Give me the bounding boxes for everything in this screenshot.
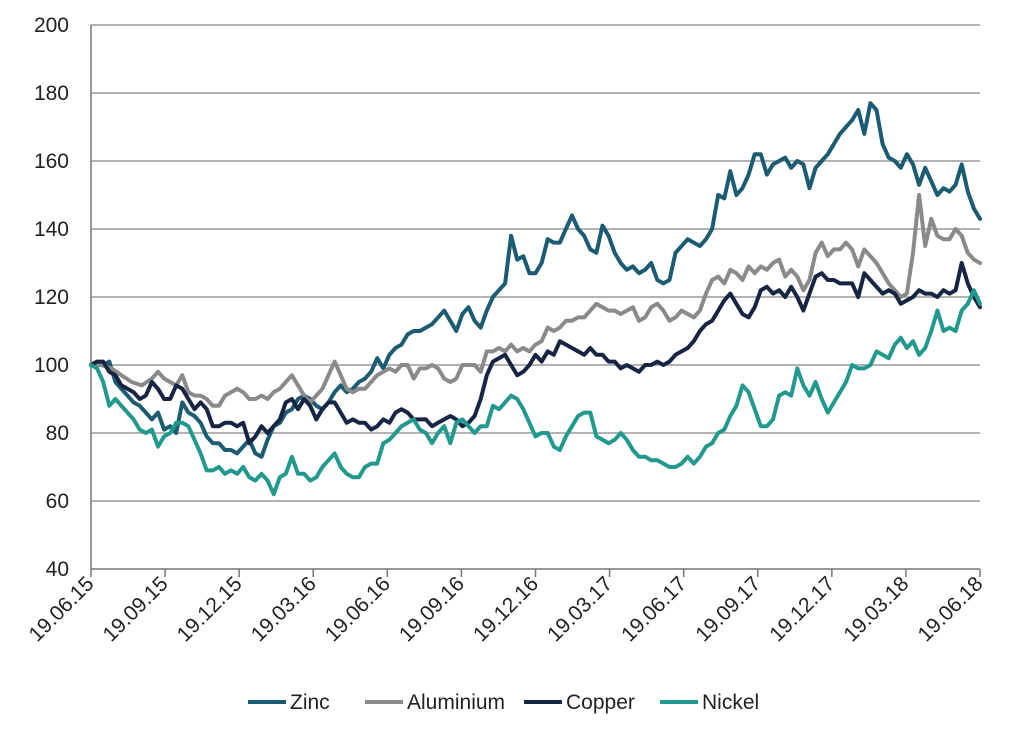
x-tick-label: 19.09.16 (395, 572, 469, 646)
legend-label-nickel: Nickel (702, 691, 759, 714)
series-line-aluminium (89, 193, 982, 408)
y-tick-label: 160 (34, 150, 69, 173)
x-tick-label: 19.12.17 (765, 572, 839, 646)
y-tick-label: 140 (34, 218, 69, 241)
y-tick-label: 100 (34, 354, 69, 377)
legend-label-aluminium: Aluminium (407, 691, 505, 714)
y-tick-label: 60 (46, 490, 69, 513)
x-tick-label: 19.12.15 (173, 572, 247, 646)
x-tick-label: 19.09.15 (99, 572, 173, 646)
series-lines (89, 101, 982, 497)
x-tick-label: 19.06.17 (617, 572, 691, 646)
y-tick-label: 40 (46, 558, 69, 581)
y-tick-label: 180 (34, 82, 69, 105)
series-line-zinc (89, 101, 982, 459)
gridlines (91, 24, 980, 502)
x-tick-label: 19.12.16 (469, 572, 543, 646)
x-tick-label: 19.03.18 (839, 572, 913, 646)
legend-label-copper: Copper (566, 691, 635, 714)
x-tick-label: 19.09.17 (691, 572, 765, 646)
x-tick-label: 19.03.17 (543, 572, 617, 646)
y-tick-label: 120 (34, 286, 69, 309)
legend-label-zinc: Zinc (290, 691, 330, 714)
series-line-copper (89, 261, 982, 446)
x-tick-label: 19.03.16 (247, 572, 321, 646)
axes: 40 60 80 100 120 140 160 180 200 19.06.15 19.09.15… (24, 14, 987, 646)
legend: Zinc Aluminium Copper Nickel (248, 691, 759, 714)
x-tick-label: 19.06.18 (913, 572, 987, 646)
y-tick-label: 200 (34, 14, 69, 37)
x-tick-label: 19.06.16 (321, 572, 395, 646)
x-tick-label: 19.06.15 (24, 572, 98, 646)
series-line-nickel (89, 288, 982, 497)
y-tick-label: 80 (46, 422, 69, 445)
